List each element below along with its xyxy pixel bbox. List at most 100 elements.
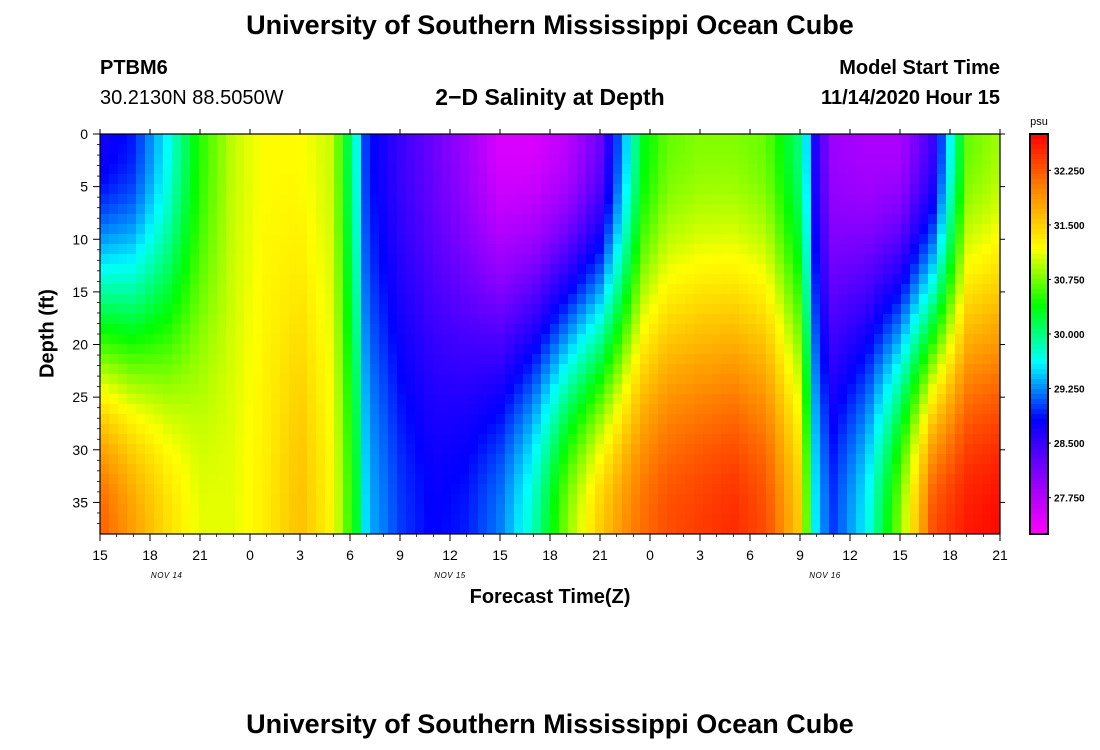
heatmap-cell bbox=[730, 214, 740, 225]
heatmap-cell bbox=[361, 304, 371, 315]
heatmap-cell bbox=[244, 464, 254, 475]
heatmap-cell bbox=[784, 164, 794, 175]
heatmap-cell bbox=[145, 394, 155, 405]
heatmap-cell bbox=[550, 354, 560, 365]
heatmap-cell bbox=[307, 144, 317, 155]
heatmap-cell bbox=[640, 174, 650, 185]
heatmap-cell bbox=[235, 524, 245, 534]
heatmap-cell bbox=[649, 374, 659, 385]
heatmap-cell bbox=[532, 144, 542, 155]
heatmap-cell bbox=[172, 434, 182, 445]
heatmap-cell bbox=[433, 434, 443, 445]
heatmap-cell bbox=[181, 414, 191, 425]
heatmap-cell bbox=[109, 164, 119, 175]
heatmap-cell bbox=[487, 294, 497, 305]
heatmap-cell bbox=[262, 334, 272, 345]
heatmap-cell bbox=[667, 384, 677, 395]
heatmap-cell bbox=[649, 204, 659, 215]
heatmap-cell bbox=[217, 494, 227, 505]
heatmap-cell bbox=[379, 394, 389, 405]
heatmap-cell bbox=[568, 514, 578, 525]
heatmap-cell bbox=[892, 184, 902, 195]
heatmap-cell bbox=[991, 144, 1000, 155]
heatmap-cell bbox=[775, 204, 785, 215]
heatmap-cell bbox=[631, 204, 641, 215]
heatmap-cell bbox=[829, 244, 839, 255]
heatmap-cell bbox=[595, 494, 605, 505]
heatmap-cell bbox=[172, 284, 182, 295]
heatmap-cell bbox=[793, 334, 803, 345]
heatmap-cell bbox=[703, 484, 713, 495]
heatmap-cell bbox=[298, 134, 308, 145]
heatmap-cell bbox=[568, 384, 578, 395]
heatmap-cell bbox=[820, 154, 830, 165]
heatmap-cell bbox=[568, 204, 578, 215]
heatmap-cell bbox=[550, 444, 560, 455]
heatmap-cell bbox=[577, 394, 587, 405]
heatmap-cell bbox=[352, 274, 362, 285]
heatmap-cell bbox=[172, 494, 182, 505]
heatmap-cell bbox=[379, 154, 389, 165]
heatmap-cell bbox=[892, 254, 902, 265]
heatmap-cell bbox=[388, 404, 398, 415]
heatmap-cell bbox=[667, 294, 677, 305]
heatmap-cell bbox=[766, 284, 776, 295]
heatmap-cell bbox=[208, 504, 218, 515]
heatmap-cell bbox=[613, 444, 623, 455]
heatmap-cell bbox=[280, 374, 290, 385]
heatmap-cell bbox=[568, 244, 578, 255]
heatmap-cell bbox=[388, 264, 398, 275]
colorbar-segment bbox=[1030, 269, 1048, 275]
heatmap-cell bbox=[658, 274, 668, 285]
heatmap-cell bbox=[541, 444, 551, 455]
heatmap-cell bbox=[595, 334, 605, 345]
heatmap-cell bbox=[190, 484, 200, 495]
heatmap-cell bbox=[820, 284, 830, 295]
heatmap-cell bbox=[658, 454, 668, 465]
heatmap-cell bbox=[982, 264, 992, 275]
heatmap-cell bbox=[442, 254, 452, 265]
heatmap-cell bbox=[910, 254, 920, 265]
heatmap-cell bbox=[343, 284, 353, 295]
heatmap-cell bbox=[262, 324, 272, 335]
heatmap-cell bbox=[658, 164, 668, 175]
heatmap-cell bbox=[883, 294, 893, 305]
heatmap-cell bbox=[973, 324, 983, 335]
heatmap-cell bbox=[199, 464, 209, 475]
x-tick-label: 9 bbox=[396, 547, 404, 563]
heatmap-cell bbox=[289, 204, 299, 215]
heatmap-cell bbox=[604, 444, 614, 455]
heatmap-cell bbox=[253, 354, 263, 365]
heatmap-cell bbox=[199, 364, 209, 375]
heatmap-cell bbox=[982, 484, 992, 495]
heatmap-cell bbox=[172, 414, 182, 425]
heatmap-cell bbox=[496, 434, 506, 445]
heatmap-cell bbox=[199, 264, 209, 275]
heatmap-cell bbox=[469, 504, 479, 515]
heatmap-cell bbox=[496, 404, 506, 415]
colorbar-tick-label: 30.750 bbox=[1054, 275, 1085, 286]
heatmap-cell bbox=[784, 254, 794, 265]
heatmap-cell bbox=[514, 154, 524, 165]
heatmap-cell bbox=[280, 204, 290, 215]
heatmap-cell bbox=[937, 164, 947, 175]
heatmap-cell bbox=[262, 184, 272, 195]
heatmap-cell bbox=[775, 224, 785, 235]
heatmap-cell bbox=[127, 234, 137, 245]
heatmap-cell bbox=[469, 134, 479, 145]
heatmap-cell bbox=[865, 194, 875, 205]
heatmap-cell bbox=[937, 464, 947, 475]
heatmap-cell bbox=[667, 184, 677, 195]
heatmap-cell bbox=[334, 134, 344, 145]
heatmap-cell bbox=[757, 394, 767, 405]
heatmap-cell bbox=[613, 144, 623, 155]
heatmap-cell bbox=[694, 264, 704, 275]
heatmap-cell bbox=[343, 164, 353, 175]
heatmap-cell bbox=[118, 374, 128, 385]
heatmap-cell bbox=[622, 324, 632, 335]
heatmap-cell bbox=[541, 294, 551, 305]
heatmap-cell bbox=[928, 164, 938, 175]
heatmap-cell bbox=[559, 214, 569, 225]
heatmap-cell bbox=[181, 214, 191, 225]
heatmap-cell bbox=[343, 174, 353, 185]
